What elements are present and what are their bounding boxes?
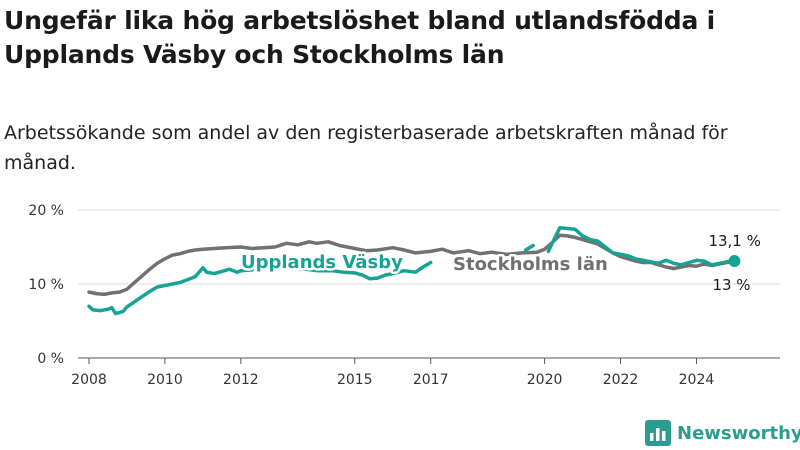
stockholms-lan-series-label: Stockholms län xyxy=(453,254,608,275)
label-layer: 13,1 % 13 % Upplands Väsby Stockholms län xyxy=(239,232,761,294)
x-tick-label: 2017 xyxy=(413,372,449,388)
x-tick-label: 2012 xyxy=(223,372,259,388)
x-tick-label: 2024 xyxy=(679,372,715,388)
newsworthy-logo: Newsworthy xyxy=(645,420,800,446)
bar-chart-logo-icon xyxy=(645,420,671,446)
stockholms-lan-series-line xyxy=(87,233,737,297)
y-tick-label: 0 % xyxy=(37,351,64,367)
y-tick-label: 20 % xyxy=(28,203,64,219)
axis-layer: 0 % 10 % 20 % 2008 2010 2012 2015 2017 2020 2022 2… xyxy=(28,203,714,388)
upplands-vasby-series-line xyxy=(87,226,737,316)
x-tick-label: 2010 xyxy=(147,372,183,388)
x-tick-label: 2008 xyxy=(71,372,107,388)
stockholms-lan-end-value: 13 % xyxy=(712,276,750,294)
upplands-vasby-series-label: Upplands Väsby xyxy=(241,252,403,273)
line-chart: 0 % 10 % 20 % 2008 2010 2012 2015 2017 2020 2022 2… xyxy=(28,203,780,388)
grid-layer xyxy=(78,209,780,359)
upplands-vasby-end-marker xyxy=(728,255,741,268)
series-layer xyxy=(87,226,741,316)
x-tick-label: 2020 xyxy=(527,372,563,388)
chart-subtitle: Arbetssökande som andel av den registerb… xyxy=(4,122,728,174)
x-tick-label: 2022 xyxy=(603,372,639,388)
y-tick-label: 10 % xyxy=(28,277,64,293)
logo-text: Newsworthy xyxy=(677,422,800,444)
chart-title: Ungefär lika hög arbetslöshet bland utla… xyxy=(4,6,716,69)
x-tick-label: 2015 xyxy=(337,372,373,388)
upplands-vasby-end-value: 13,1 % xyxy=(708,232,760,250)
